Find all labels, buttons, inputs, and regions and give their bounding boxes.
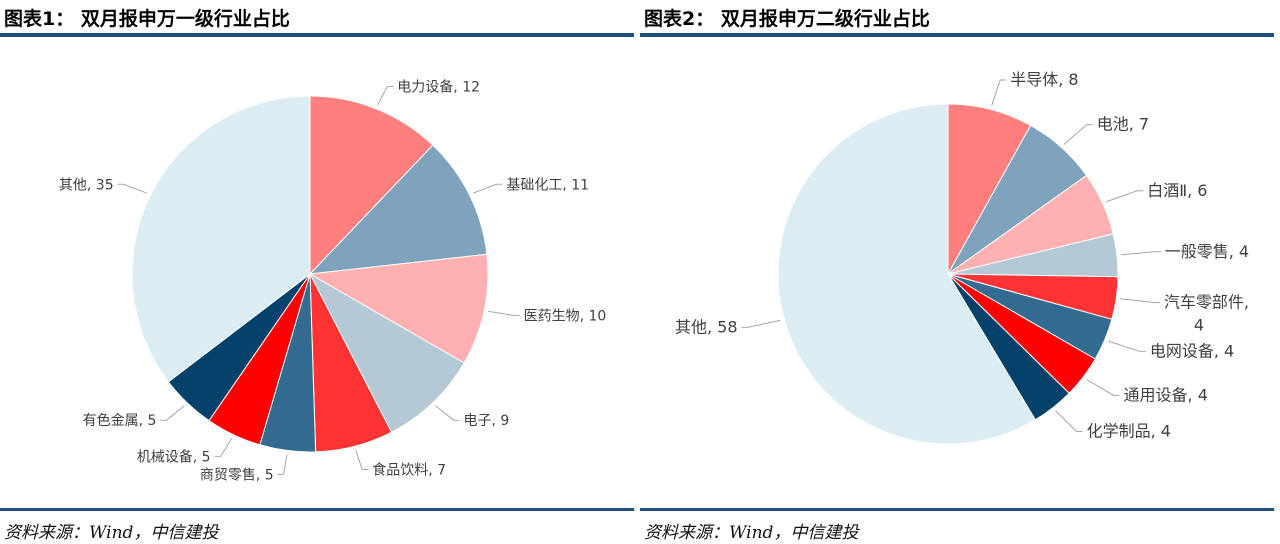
pie-slice-电力设备 [309,95,434,276]
data-label: 通用设备, 4 [1124,385,1208,404]
data-label: 化学制品, 4 [1087,422,1171,441]
data-label: 其他, 58 [675,317,738,336]
pie-slice-基础化工 [308,144,488,275]
source-note: 资料来源：Wind，中信建投 [644,523,859,543]
leader-line [1120,298,1160,304]
leader-line [435,405,460,421]
data-label: 电网设备, 4 [1150,341,1234,360]
data-label: 其他, 35 [59,177,114,193]
leader-line [488,310,520,316]
leader-line [277,454,288,475]
footer-divider [640,508,1274,511]
leader-line [1086,378,1120,396]
source-note: 资料来源：Wind，中信建投 [4,523,219,543]
leader-line [472,183,503,194]
data-label: 白酒Ⅱ, 6 [1147,181,1207,200]
leader-line [1108,340,1146,352]
pie-slice-医药生物 [308,253,489,364]
data-label: 商贸零售, 5 [200,467,274,483]
leader-line [160,405,185,421]
chart-title: 图表1： 双月报申万一级行业占比 [4,8,290,30]
data-label: 有色金属, 5 [83,412,157,429]
chart-title: 图表2： 双月报申万二级行业占比 [644,8,930,30]
chart-panel-2: 图表2： 双月报申万二级行业占比 半导体, 8 电池, 7 白酒Ⅱ, 6 一般零售, … [640,0,1274,544]
leader-line [355,450,369,471]
pie-slice-其他 [777,103,1037,445]
title-divider [640,33,1274,37]
pie-chart-2: 半导体, 8 电池, 7 白酒Ⅱ, 6 一般零售, 4 汽车零部件, 4 电网设备, 4 通用… [675,70,1249,445]
data-label: 机械设备, 5 [137,448,211,465]
pie-chart-1: 电力设备, 12 基础化工, 11 医药生物, 10 电子, 9 食品饮料, 7 商贸零售… [59,78,607,483]
chart-panel-1: 图表1： 双月报申万一级行业占比 电力设备, 12 基础化工, 11 医药生物, 1… [0,0,634,544]
pie-slice-电子 [308,272,465,433]
leader-line [741,319,781,328]
data-label: 医药生物, 10 [524,308,607,324]
data-label: 食品饮料, 7 [372,462,446,479]
data-label: 基础化工, 11 [506,176,589,193]
leader-line [1106,190,1144,203]
leader-line [1063,124,1093,145]
leader-line [1055,410,1083,433]
title-divider [0,33,634,37]
leader-line [1120,251,1161,256]
data-label: 电子, 9 [464,413,510,429]
data-label: 半导体, 8 [1010,70,1078,89]
data-label: 电池, 7 [1097,115,1149,134]
pie-slice-其他 [131,95,311,383]
leader-line [117,183,148,194]
data-label: 电力设备, 12 [397,78,480,95]
leader-line [377,85,394,106]
data-label: 一般零售, 4 [1165,242,1249,261]
data-label: 汽车零部件, 4 [1164,293,1249,335]
footer-divider [0,508,634,511]
leader-line [214,438,233,457]
leader-line [991,79,1007,106]
